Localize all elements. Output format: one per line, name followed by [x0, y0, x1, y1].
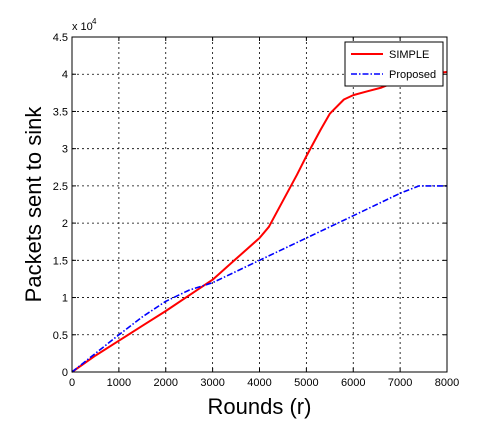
legend: SIMPLE Proposed — [344, 41, 444, 87]
legend-entry-simple: SIMPLE — [389, 49, 429, 61]
x-tick-label: 2000 — [154, 377, 178, 389]
y-axis-label: Packets sent to sink — [21, 106, 46, 303]
y-tick-label: 2 — [62, 218, 68, 230]
x-tick-label: 5000 — [294, 377, 318, 389]
x-tick-label: 8000 — [435, 377, 459, 389]
series-lines — [71, 71, 448, 373]
legend-box — [344, 41, 444, 87]
y-tick-label: 1 — [62, 293, 68, 305]
y-tick-label: 1.5 — [53, 255, 68, 267]
y-tick-label: 3 — [62, 144, 68, 156]
axis-ticks: 0 1000 2000 3000 4000 5000 6000 7000 8000 0 0.5 1 1.… — [53, 32, 460, 389]
x-tick-label: 3000 — [200, 377, 224, 389]
y-multiplier-label: x 10 — [72, 21, 93, 33]
x-axis-label: Rounds (r) — [208, 394, 312, 419]
grid — [72, 37, 447, 372]
x-tick-label: 6000 — [341, 377, 365, 389]
y-tick-label: 3.5 — [53, 106, 68, 118]
y-tick-label: 4.5 — [53, 32, 68, 44]
x-tick-label: 4000 — [247, 377, 271, 389]
x-tick-label: 7000 — [388, 377, 412, 389]
x-tick-label: 1000 — [107, 377, 131, 389]
legend-entry-proposed: Proposed — [389, 69, 436, 81]
y-tick-label: 2.5 — [53, 181, 68, 193]
y-multiplier-exponent: 4 — [92, 17, 97, 26]
y-tick-label: 4 — [62, 69, 68, 81]
y-tick-label: 0 — [62, 367, 68, 379]
y-tick-label: 0.5 — [53, 330, 68, 342]
series-line-simple — [71, 71, 448, 373]
y-multiplier: x 10 4 — [72, 17, 97, 33]
x-tick-label: 0 — [69, 377, 75, 389]
series-line-proposed — [71, 185, 447, 373]
